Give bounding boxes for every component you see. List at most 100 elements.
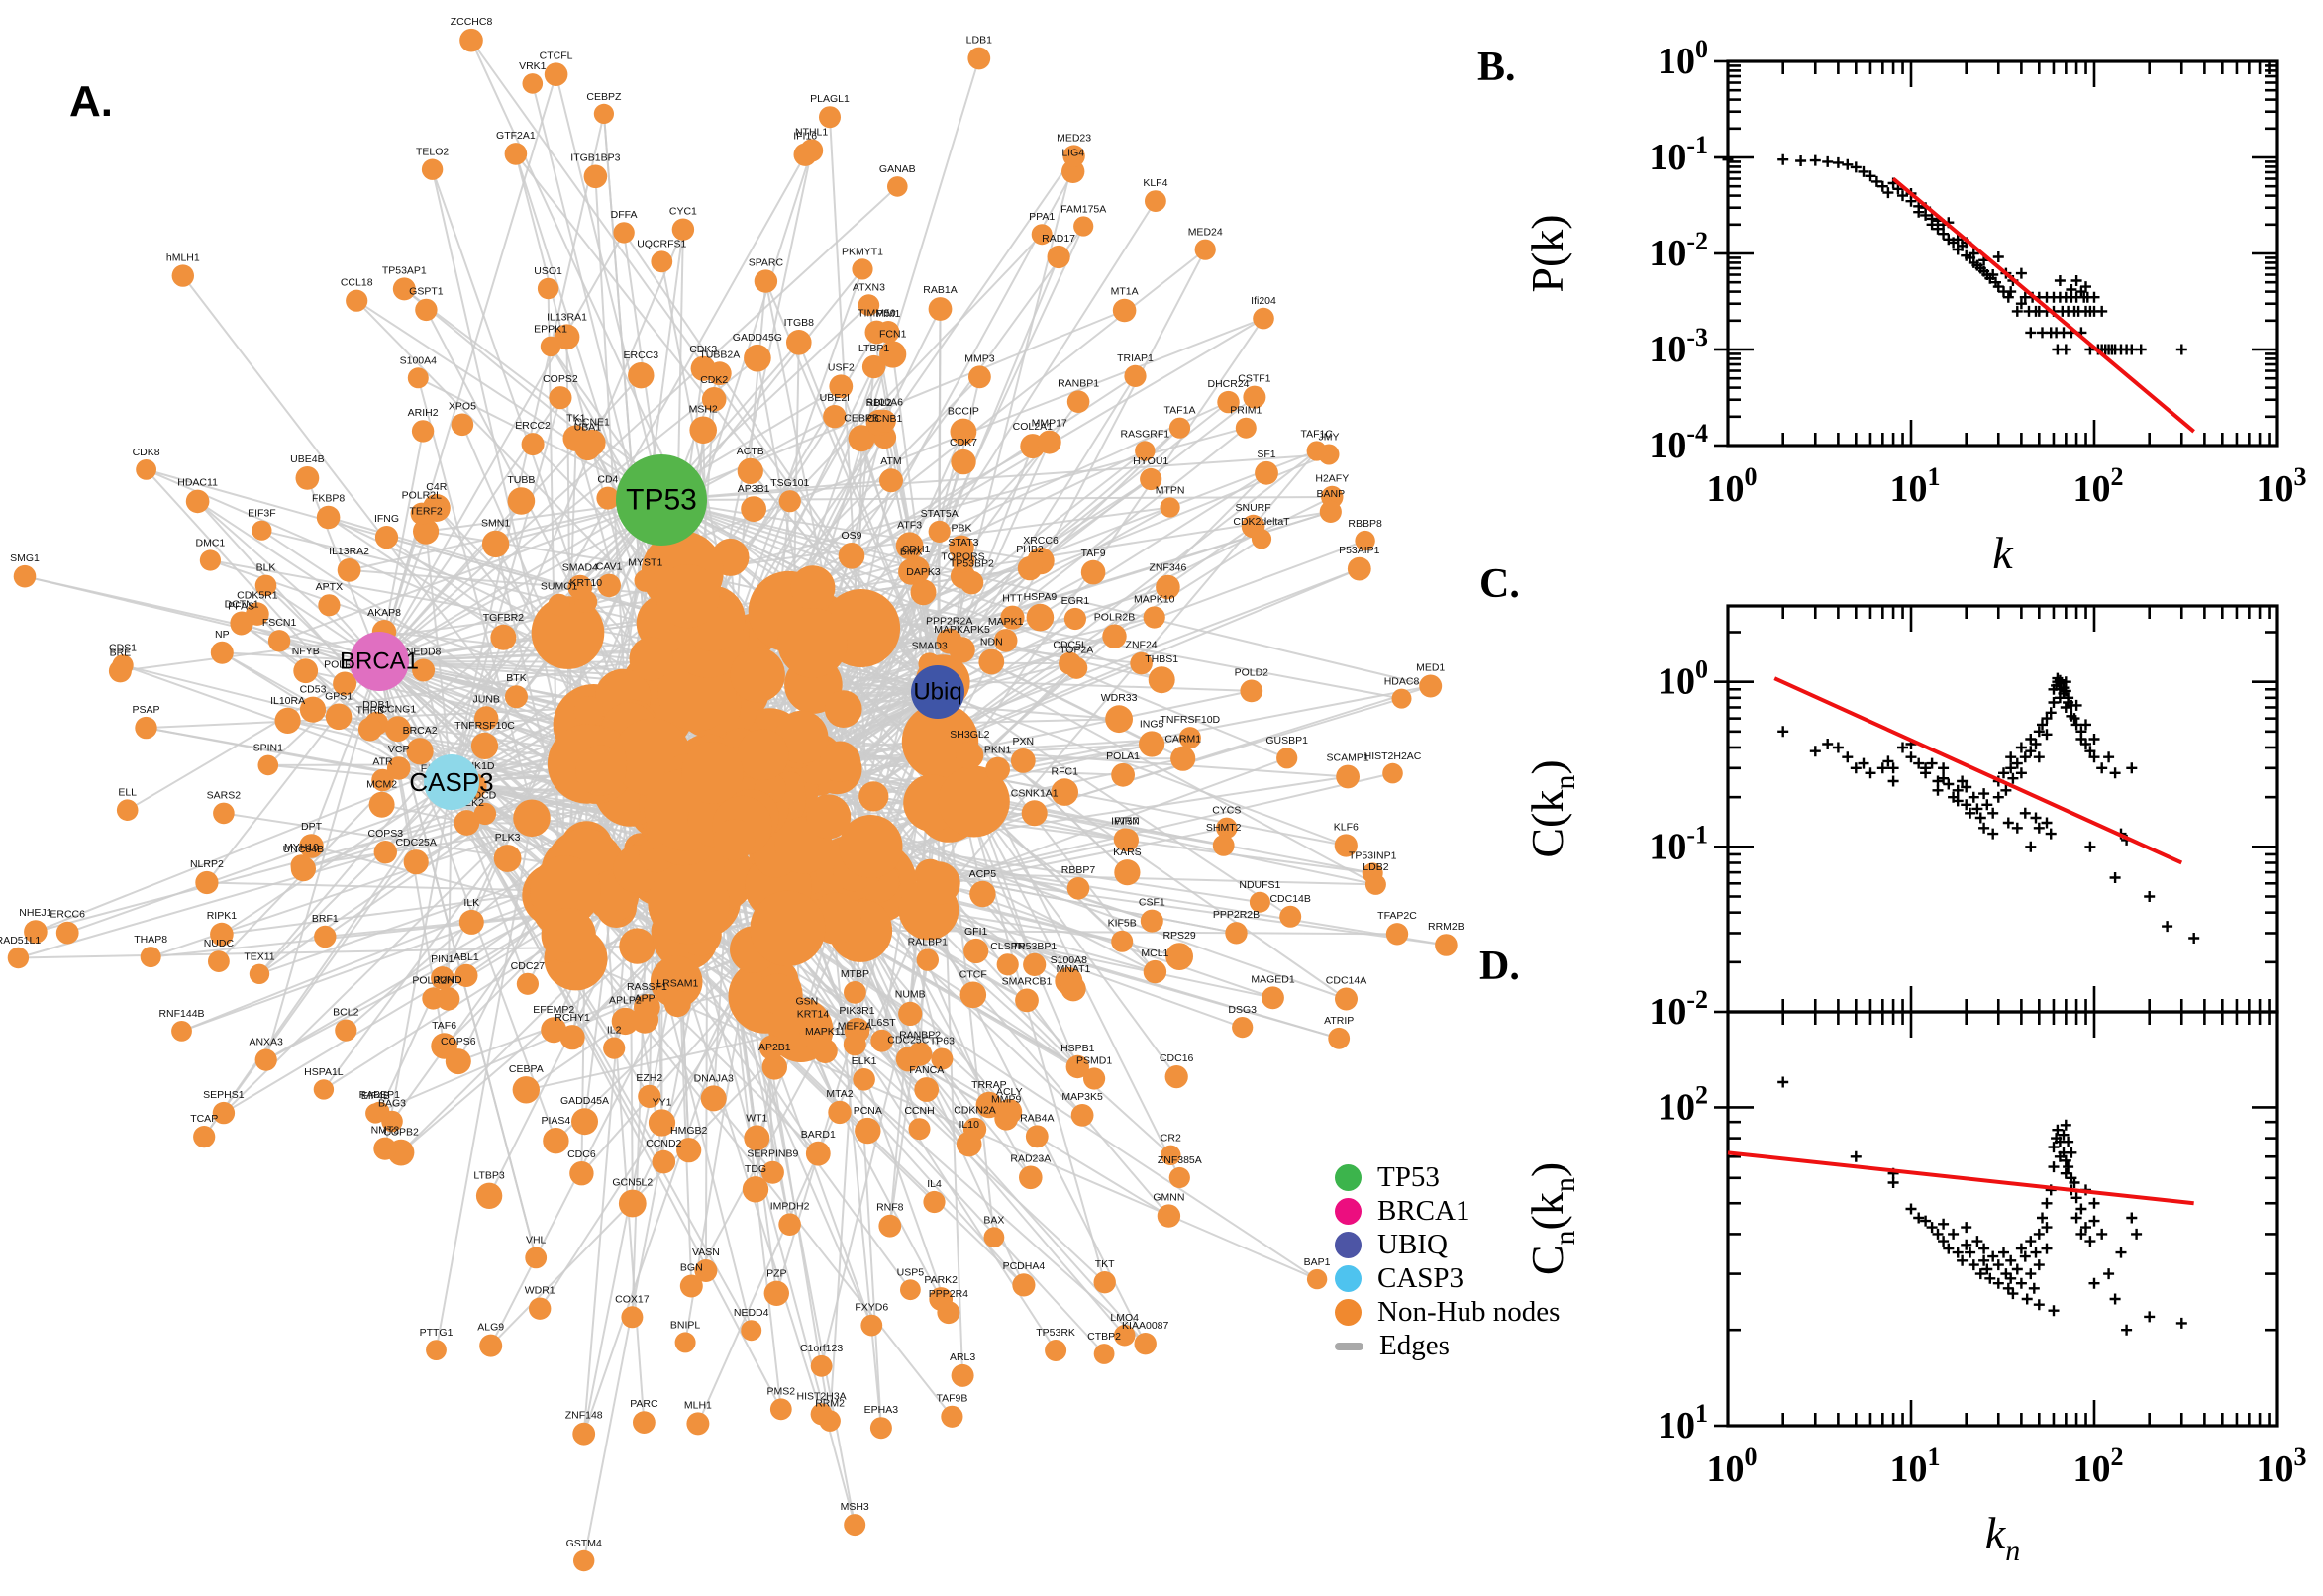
- svg-text:ACP5: ACP5: [969, 868, 997, 880]
- svg-text:HMGB2: HMGB2: [670, 1125, 708, 1137]
- svg-text:SH3GL2: SH3GL2: [950, 729, 989, 741]
- svg-text:BARD1: BARD1: [801, 1129, 836, 1141]
- svg-text:AP2B1: AP2B1: [758, 1042, 791, 1053]
- svg-text:IL2: IL2: [607, 1024, 622, 1036]
- svg-text:HSPB1: HSPB1: [1060, 1043, 1095, 1054]
- svg-text:PIN1: PIN1: [431, 953, 454, 965]
- tick-label: 101: [1658, 1399, 1708, 1446]
- svg-text:ATR: ATR: [372, 756, 393, 768]
- svg-text:KIF5B: KIF5B: [1108, 918, 1137, 930]
- svg-text:JUNB: JUNB: [472, 693, 499, 705]
- svg-text:DCD: DCD: [474, 790, 497, 802]
- svg-text:UBE2I: UBE2I: [820, 392, 850, 404]
- tick-label: 10-1: [1649, 820, 1708, 867]
- panel-label-c: C.: [1479, 561, 1520, 607]
- svg-text:PZP: PZP: [766, 1268, 786, 1280]
- svg-text:AKAP8: AKAP8: [367, 607, 401, 619]
- panel-label-b: B.: [1477, 45, 1516, 90]
- ubiq-node-icon: [1335, 1232, 1362, 1258]
- svg-text:CD53: CD53: [300, 684, 327, 696]
- tick-label: 102: [1658, 1080, 1708, 1128]
- svg-text:SERPINB9: SERPINB9: [747, 1148, 798, 1160]
- svg-text:TUBB2A: TUBB2A: [699, 349, 740, 360]
- svg-text:TRRAP: TRRAP: [971, 1079, 1007, 1091]
- svg-text:ERCC3: ERCC3: [624, 349, 659, 361]
- tick-label: 10-1: [1649, 131, 1708, 178]
- svg-text:IFT57: IFT57: [1111, 816, 1139, 828]
- svg-text:TP53BP1: TP53BP1: [1012, 941, 1057, 952]
- legend-item-tp53: TP53: [1335, 1161, 1560, 1193]
- svg-text:CCND2: CCND2: [646, 1138, 681, 1149]
- svg-text:DPT: DPT: [301, 821, 323, 833]
- svg-text:RALBP1: RALBP1: [908, 936, 948, 948]
- svg-text:TGFBR2: TGFBR2: [483, 612, 525, 624]
- hub-node-brca1: [350, 632, 409, 691]
- svg-text:MMP9: MMP9: [991, 1094, 1021, 1106]
- fit-line: [1727, 1150, 2194, 1206]
- svg-text:MTBP: MTBP: [841, 968, 869, 980]
- legend-label: TP53: [1377, 1161, 1440, 1193]
- svg-text:SUMO1: SUMO1: [541, 581, 578, 593]
- svg-text:ITGB8: ITGB8: [784, 317, 815, 329]
- svg-text:RBL2: RBL2: [866, 397, 892, 409]
- legend-item-edges: Edges: [1335, 1332, 1560, 1360]
- fit-line: [1773, 676, 2183, 865]
- svg-text:ING5: ING5: [1140, 718, 1164, 730]
- svg-text:TUBB: TUBB: [507, 474, 535, 486]
- svg-text:TAF9: TAF9: [1081, 548, 1106, 559]
- tp53-node-icon: [1335, 1164, 1362, 1191]
- svg-text:CDKN2A: CDKN2A: [954, 1105, 996, 1117]
- svg-text:MNAT1: MNAT1: [1057, 963, 1091, 975]
- plot-frame: [1726, 59, 2279, 448]
- legend-item-casp3: CASP3: [1335, 1264, 1560, 1293]
- svg-text:PCNA: PCNA: [854, 1105, 882, 1117]
- brca1-node-icon: [1335, 1198, 1362, 1225]
- tick-label: 103: [2257, 1443, 2307, 1490]
- svg-text:NEDD8: NEDD8: [406, 647, 442, 658]
- tick-label: 100: [1658, 35, 1708, 82]
- scatter-points: [1777, 1076, 2187, 1336]
- svg-text:TNFRSF10C: TNFRSF10C: [454, 720, 515, 732]
- svg-text:ABL1: ABL1: [454, 951, 479, 963]
- tick-label: 10-2: [1649, 985, 1708, 1033]
- svg-text:CDH1: CDH1: [902, 544, 931, 555]
- svg-text:GCN5L2: GCN5L2: [612, 1177, 653, 1189]
- svg-text:APTX: APTX: [316, 581, 343, 593]
- svg-text:PPP2R2A: PPP2R2A: [926, 616, 972, 628]
- network-graph: MSH2 TRRAP TERF2 CSNK1A1 COPS6 OS9 NEDD8 JUNB KR…: [0, 16, 1464, 1572]
- svg-text:CDK3: CDK3: [689, 344, 717, 355]
- svg-text:WRN: WRN: [1115, 816, 1140, 828]
- svg-text:IMPDH2: IMPDH2: [770, 1200, 810, 1212]
- tick-label: 10-4: [1649, 419, 1708, 466]
- svg-text:CEBPA: CEBPA: [509, 1063, 544, 1075]
- svg-text:NFYB: NFYB: [292, 646, 320, 657]
- svg-text:IL6ST: IL6ST: [868, 1017, 897, 1029]
- svg-text:KRT14: KRT14: [797, 1009, 830, 1021]
- legend-label: Non-Hub nodes: [1377, 1296, 1561, 1328]
- svg-text:RCHY1: RCHY1: [555, 1012, 590, 1024]
- tick-label: 10-3: [1649, 323, 1708, 370]
- svg-text:KARS: KARS: [1113, 847, 1142, 858]
- svg-text:TAF6: TAF6: [432, 1020, 456, 1032]
- y-axis-title: P(k): [1522, 214, 1572, 292]
- svg-text:DNAJA3: DNAJA3: [694, 1072, 734, 1084]
- svg-text:LTBP1: LTBP1: [858, 343, 889, 354]
- plot-panel-C: 100 10-1 10-2 C(kn​): [1522, 604, 2279, 1033]
- svg-text:COPB2: COPB2: [383, 1127, 419, 1139]
- svg-text:AP3B1: AP3B1: [738, 483, 770, 495]
- svg-text:BTK: BTK: [506, 672, 526, 684]
- svg-text:MAPKAPK5: MAPKAPK5: [934, 624, 990, 636]
- svg-text:CSNK1A1: CSNK1A1: [1011, 787, 1059, 799]
- y-axis-title: C(kn​): [1522, 759, 1581, 857]
- fit-line: [1891, 176, 2195, 434]
- svg-text:ZNF346: ZNF346: [1149, 562, 1186, 574]
- network-legend: TP53 BRCA1 UBIQ CASP3 Non-Hub nodes Edge…: [1335, 1161, 1561, 1360]
- x-axis-title: k: [1992, 528, 2014, 578]
- casp3-node-icon: [1335, 1265, 1362, 1292]
- x-axis-title: kn​: [1985, 1508, 2020, 1567]
- svg-text:CEBPB: CEBPB: [844, 412, 879, 424]
- svg-text:POLR2L: POLR2L: [402, 490, 442, 502]
